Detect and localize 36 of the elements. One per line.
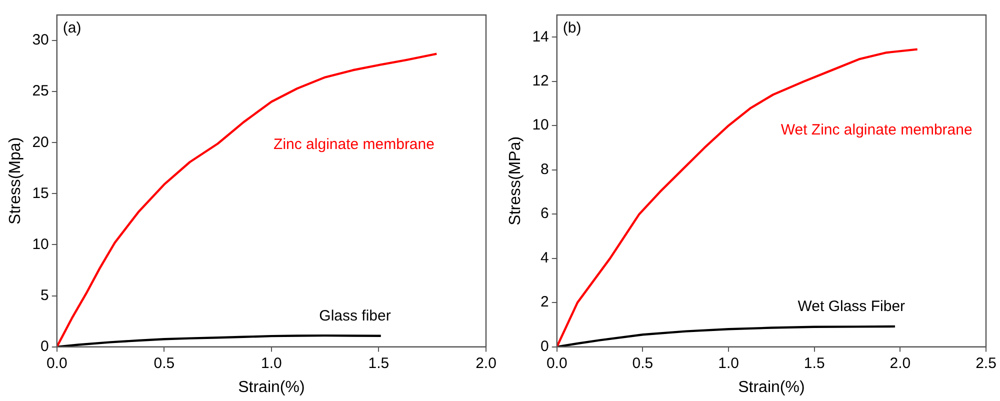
y-tick-label: 4 <box>540 249 549 266</box>
y-tick-label: 20 <box>32 134 49 151</box>
x-tick-label: 0.0 <box>46 354 68 372</box>
y-tick-label: 0 <box>540 338 549 355</box>
y-axis-title: Stress(Mpa) <box>7 137 24 224</box>
x-tick-label: 2.0 <box>476 354 496 372</box>
x-tick-label: 2.0 <box>890 354 911 372</box>
x-tick-label: 0.5 <box>632 354 654 372</box>
annotation: (a) <box>62 20 82 37</box>
series-label: Zinc alginate membrane <box>274 136 434 153</box>
y-tick-label: 2 <box>540 294 549 311</box>
series-label: Wet Zinc alginate membrane <box>780 122 972 139</box>
y-tick-label: 14 <box>532 28 549 46</box>
y-tick-label: 15 <box>32 184 49 202</box>
x-tick-label: 1.0 <box>718 354 739 372</box>
y-tick-label: 8 <box>540 160 549 178</box>
series-label: Glass fiber <box>319 308 391 325</box>
x-tick-label: 2.5 <box>976 354 996 372</box>
y-tick-label: 0 <box>40 338 49 355</box>
series-label: Wet Glass Fiber <box>798 298 906 316</box>
y-tick-label: 5 <box>40 286 49 304</box>
x-tick-label: 1.0 <box>261 354 282 372</box>
y-tick-label: 25 <box>32 82 49 100</box>
y-tick-label: 30 <box>32 32 49 49</box>
y-tick-label: 12 <box>532 72 549 90</box>
x-tick-label: 0.5 <box>154 354 175 372</box>
y-tick-label: 6 <box>540 205 549 222</box>
x-axis-title: Strain(%) <box>738 378 805 396</box>
x-tick-label: 1.5 <box>368 354 390 372</box>
x-tick-label: 0.0 <box>546 354 568 372</box>
y-axis-title: Stress(MPa) <box>507 136 524 226</box>
y-tick-label: 10 <box>32 236 49 253</box>
annotation: (b) <box>562 20 582 37</box>
x-axis-title: Strain(%) <box>238 378 305 396</box>
x-tick-label: 1.5 <box>804 354 825 372</box>
y-tick-label: 10 <box>532 116 549 134</box>
